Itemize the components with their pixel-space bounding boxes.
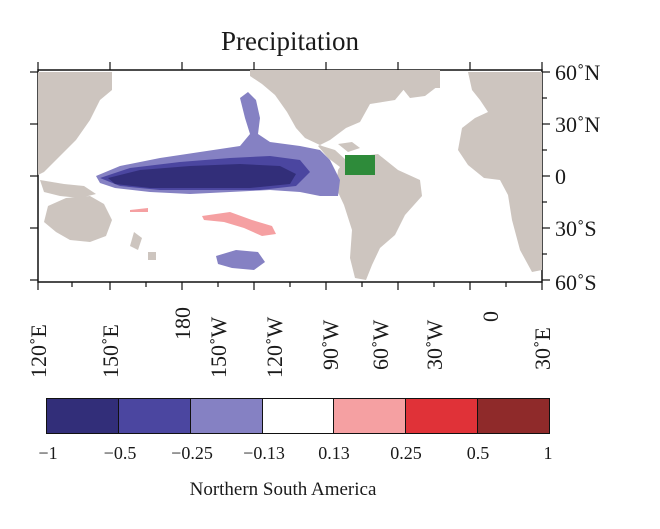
lon-label-150w: 150˚W bbox=[206, 316, 231, 378]
colorbar bbox=[46, 398, 550, 434]
map-title: Precipitation bbox=[221, 26, 359, 56]
colorbar-tick: −0.25 bbox=[171, 443, 213, 463]
region-box-northern-south-america bbox=[345, 155, 375, 175]
colorbar-cell bbox=[478, 399, 550, 433]
precipitation-map bbox=[30, 62, 550, 290]
precip-south-blue-patch bbox=[216, 250, 265, 270]
land-north-america bbox=[250, 70, 440, 170]
lon-label-90w: 90˚W bbox=[318, 319, 343, 370]
colorbar-tick: −0.13 bbox=[243, 443, 285, 463]
precip-pink-patch bbox=[202, 212, 276, 236]
colorbar-cell bbox=[118, 399, 191, 433]
precip-pink-small bbox=[130, 208, 148, 212]
precip-dark-blue-region bbox=[108, 164, 296, 188]
colorbar-cell bbox=[262, 399, 335, 433]
land-australia bbox=[44, 196, 112, 242]
land-arctic-islands bbox=[318, 96, 338, 114]
lat-label-30s: 30˚S bbox=[555, 216, 597, 241]
lon-label-180: 180 bbox=[170, 307, 195, 340]
land-asia bbox=[38, 72, 112, 175]
colorbar-tick: −0.5 bbox=[103, 443, 137, 463]
colorbar-tick: 0.25 bbox=[390, 443, 422, 463]
axis-ticks bbox=[30, 62, 550, 290]
colorbar-cell bbox=[47, 399, 119, 433]
land-south-america bbox=[336, 154, 422, 280]
lat-label-60n: 60˚N bbox=[555, 60, 601, 85]
land-greenland bbox=[395, 70, 440, 98]
precip-anomaly-fills bbox=[96, 92, 340, 270]
colorbar-cell bbox=[334, 399, 407, 433]
colorbar-tick: 1 bbox=[543, 443, 553, 463]
colorbar-cell bbox=[190, 399, 263, 433]
colorbar-tick: 0.5 bbox=[466, 443, 490, 463]
lon-label-120e: 120˚E bbox=[26, 324, 51, 378]
lat-label-0: 0 bbox=[555, 164, 566, 189]
colorbar-title: Northern South America bbox=[189, 479, 377, 500]
land-europe-africa bbox=[458, 72, 542, 272]
land-masses bbox=[38, 70, 542, 280]
lon-label-0: 0 bbox=[478, 311, 503, 322]
land-new-zealand bbox=[130, 232, 142, 250]
colorbar-tick: 0.13 bbox=[318, 443, 350, 463]
lat-label-30n: 30˚N bbox=[555, 112, 601, 137]
lon-label-120w: 120˚W bbox=[262, 316, 287, 378]
lon-label-30w: 30˚W bbox=[422, 319, 447, 370]
land-small-island bbox=[148, 252, 156, 260]
lat-label-60s: 60˚S bbox=[555, 270, 597, 295]
colorbar-tick: −1 bbox=[38, 443, 58, 463]
land-maritime-continent bbox=[40, 180, 96, 198]
lon-label-150e: 150˚E bbox=[98, 324, 123, 378]
lon-label-60w: 60˚W bbox=[368, 319, 393, 370]
colorbar-cell bbox=[406, 399, 479, 433]
lon-label-30e: 30˚E bbox=[530, 327, 555, 370]
land-caribbean bbox=[338, 142, 360, 152]
